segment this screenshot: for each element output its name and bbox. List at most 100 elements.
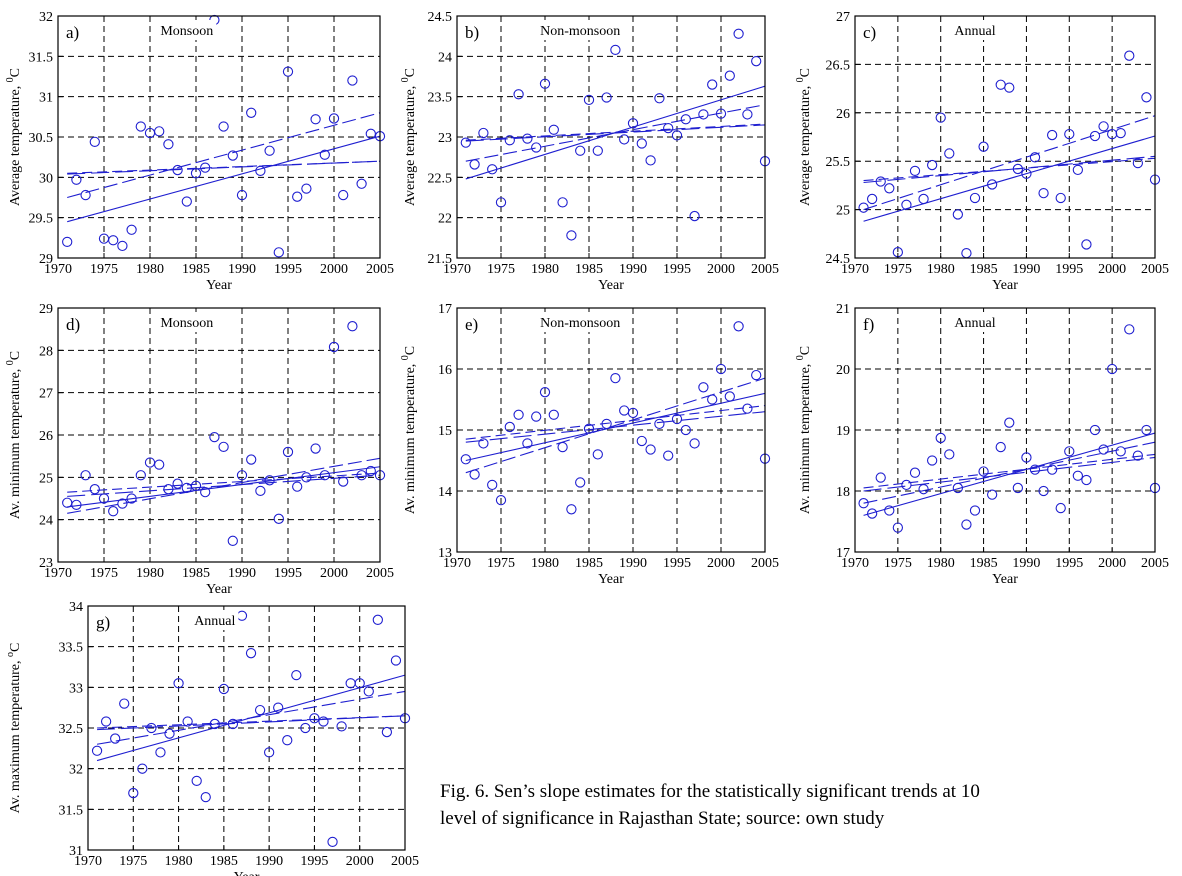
y-tick-label: 26: [836, 107, 850, 122]
data-point: [654, 418, 665, 430]
x-tick-label: 1980: [136, 262, 164, 277]
data-point: [263, 747, 275, 758]
y-axis-label-superscript: 0: [5, 360, 16, 365]
data-point: [926, 455, 938, 466]
x-tick-label: 1975: [487, 262, 515, 277]
data-point: [89, 136, 100, 147]
data-point: [236, 189, 248, 201]
y-tick-label: 16: [438, 363, 452, 378]
data-point: [227, 150, 238, 161]
data-point: [671, 130, 683, 141]
data-point: [715, 363, 727, 375]
y-tick-label: 17: [438, 302, 452, 317]
data-point: [487, 479, 498, 491]
x-tick-label: 1995: [663, 556, 691, 571]
data-point: [469, 469, 480, 480]
x-axis-label: Year: [234, 870, 260, 876]
x-tick-label: 1985: [575, 262, 603, 277]
x-tick-label: 1985: [970, 556, 998, 571]
data-point: [264, 145, 275, 156]
x-tick-label: 2005: [1141, 556, 1169, 571]
x-tick-label: 2000: [1098, 556, 1126, 571]
chart-svg-g: 1970 1975 1980 1985 1990 1995 2000 2005 31 31.5 32…: [5, 600, 419, 876]
data-point: [282, 735, 293, 746]
y-axis-label-superscript: 0: [795, 355, 806, 360]
data-point: [689, 438, 700, 449]
trend-line-4: [97, 715, 406, 729]
panel-label: d): [66, 315, 80, 334]
data-point: [1115, 127, 1126, 139]
data-point: [356, 178, 367, 189]
y-tick-label: 30: [39, 171, 53, 186]
data-point: [89, 484, 100, 495]
data-point: [592, 449, 603, 460]
data-point: [478, 438, 489, 449]
y-tick-label: 23: [39, 556, 53, 571]
chart-svg-b: 1970 1975 1980 1985 1990 1995 2000 2005 21.5 22 22…: [400, 10, 779, 293]
data-point: [80, 470, 91, 481]
y-tick-label: 21: [836, 302, 850, 317]
data-point: [636, 435, 647, 447]
x-axis-label: Year: [206, 582, 232, 597]
data-point: [390, 655, 402, 666]
y-tick-label: 15: [438, 424, 452, 439]
x-tick-label: 1975: [487, 556, 515, 571]
data-point: [504, 135, 515, 146]
data-point: [858, 498, 869, 509]
data-point: [1132, 157, 1144, 169]
data-point: [1081, 239, 1092, 250]
trend-line-4: [465, 405, 766, 440]
data-point: [504, 421, 515, 433]
data-point: [255, 485, 266, 497]
data-point: [671, 413, 683, 425]
data-point: [909, 165, 921, 177]
data-point: [218, 121, 229, 132]
data-point: [866, 508, 878, 519]
data-point: [1021, 452, 1032, 463]
data-point: [513, 409, 524, 420]
data-point: [645, 155, 656, 166]
data-point: [918, 193, 929, 205]
data-point: [1029, 152, 1041, 163]
data-point: [319, 470, 330, 481]
trend-line-1: [863, 135, 1156, 222]
y-tick-label: 26.5: [826, 58, 851, 73]
data-point: [128, 787, 139, 799]
data-point: [1029, 464, 1041, 475]
data-point: [583, 94, 595, 106]
data-point: [356, 470, 367, 481]
data-point: [163, 484, 174, 495]
data-point: [1055, 502, 1066, 514]
data-point: [372, 614, 383, 625]
y-tick-label: 14: [438, 485, 452, 500]
data-point: [751, 56, 762, 67]
y-axis-label-text: Average temperature,: [403, 82, 418, 206]
y-tick-label: 28: [39, 344, 53, 359]
x-tick-label: 1990: [1012, 556, 1040, 571]
trend-line-1: [67, 466, 381, 508]
x-tick-label: 1975: [119, 854, 147, 869]
y-tick-label: 27: [39, 387, 53, 402]
x-axis-label: Year: [992, 278, 1018, 293]
chart-panel-b: 1970 1975 1980 1985 1990 1995 2000 2005 21.5 22 22…: [395, 0, 785, 293]
y-tick-label: 29: [39, 302, 53, 317]
x-tick-label: 1995: [274, 566, 302, 581]
x-tick-label: 2005: [751, 262, 779, 277]
data-point: [952, 482, 964, 494]
caption-line-1: Fig. 6. Sen’s slope estimates for the st…: [440, 781, 980, 802]
data-point: [751, 369, 762, 381]
data-point: [126, 224, 137, 235]
y-tick-label: 25: [39, 471, 53, 486]
data-point: [680, 114, 691, 125]
trend-line-4: [863, 453, 1156, 489]
x-tick-label: 1995: [1055, 556, 1083, 571]
trend-line-2: [863, 441, 1156, 504]
data-point: [1115, 446, 1126, 457]
data-point: [961, 519, 972, 530]
data-point: [336, 721, 347, 732]
data-point: [715, 108, 727, 119]
data-point: [698, 109, 709, 120]
data-point: [347, 321, 358, 332]
data-point: [245, 648, 257, 659]
y-axis-label-unit: C: [798, 68, 813, 77]
